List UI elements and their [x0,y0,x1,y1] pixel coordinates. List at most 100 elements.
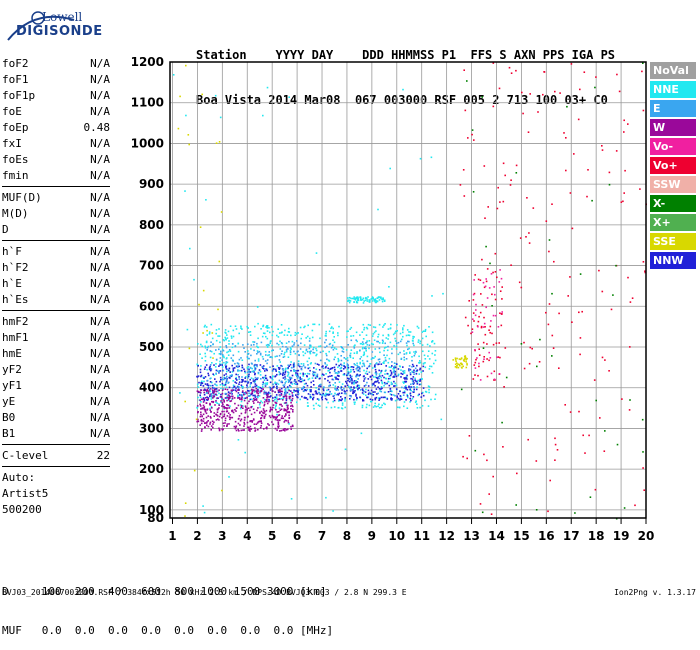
echo-point [267,393,269,396]
echo-point [275,404,277,406]
echo-point [474,349,476,351]
echo-point [460,366,463,369]
echo-point [412,376,415,378]
echo-point [222,415,225,418]
echo-point [278,332,281,334]
echo-point [327,401,329,404]
echo-point [493,286,495,288]
echo-point [479,311,482,314]
echo-point [254,373,256,376]
echo-point [516,472,518,475]
echo-point [571,321,573,323]
y-tick-label: 200 [139,462,164,476]
echo-point [275,396,278,398]
echo-point [225,361,228,363]
param-name: foF2 [2,57,29,70]
echo-point [224,377,226,380]
echo-point [504,347,507,349]
param-row-hf2: h`F2 N/A [2,260,110,276]
echo-point [224,419,227,422]
echo-point [203,407,205,409]
echo-point [283,394,286,396]
echo-point [349,366,352,368]
echo-point [320,383,322,386]
echo-point [265,391,267,394]
echo-point [235,378,237,380]
echo-point [276,355,278,357]
echo-point [266,337,269,340]
echo-point [299,326,302,329]
echo-point [249,394,251,397]
echo-point [257,346,259,349]
echo-point [220,401,222,403]
echo-point [319,405,321,407]
echo-point [608,370,610,372]
param-value: N/A [90,261,110,274]
echo-point [288,417,290,420]
echo-point [629,301,632,303]
echo-point [578,311,580,314]
echo-point [218,429,221,432]
echo-point [462,169,465,171]
echo-point [219,341,221,344]
echo-point [601,149,604,151]
echo-point [346,336,348,338]
echo-point [244,397,247,399]
echo-point [528,232,530,234]
echo-point [464,357,466,359]
echo-point [211,420,214,423]
echo-point [209,415,212,418]
echo-point [389,377,391,380]
autoscale-info: Auto: Artist5 500200 [2,470,110,518]
echo-point [203,377,205,379]
echo-point [409,372,412,374]
echo-point [325,373,327,375]
echo-point [242,407,244,409]
echo-point [322,350,324,353]
echo-point [229,395,231,398]
echo-point [396,324,398,326]
echo-point [318,364,320,366]
echo-point [383,324,385,327]
echo-point [271,390,274,392]
echo-point [337,334,339,337]
echo-point [197,343,199,345]
echo-point [254,366,256,369]
echo-point [318,377,321,380]
echo-point [374,402,376,405]
echo-point [256,422,259,424]
echo-point [369,299,371,301]
echo-point [402,366,404,368]
echo-point [271,388,273,390]
echo-point [227,398,230,401]
echo-point [221,489,223,492]
echo-point [248,400,250,403]
echo-point [210,384,212,387]
echo-point [262,324,265,327]
echo-point [387,328,390,330]
echo-point [263,398,266,401]
echo-point [257,377,259,379]
echo-point [223,361,225,364]
echo-point [357,388,359,390]
echo-point [394,373,396,375]
echo-point [248,331,250,333]
echo-point [349,377,351,380]
echo-point [219,353,222,356]
echo-point [248,357,250,360]
echo-point [228,423,230,425]
echo-point [326,345,328,347]
echo-point [377,333,380,336]
echo-point [276,385,278,388]
echo-point [263,415,266,418]
echo-point [362,399,364,402]
echo-point [266,362,268,365]
echo-point [433,342,436,345]
echo-point [291,345,294,347]
echo-point [204,366,207,368]
echo-point [257,407,259,409]
echo-point [291,399,293,402]
echo-point [274,382,276,385]
echo-point [481,258,483,261]
echo-point [378,377,380,380]
